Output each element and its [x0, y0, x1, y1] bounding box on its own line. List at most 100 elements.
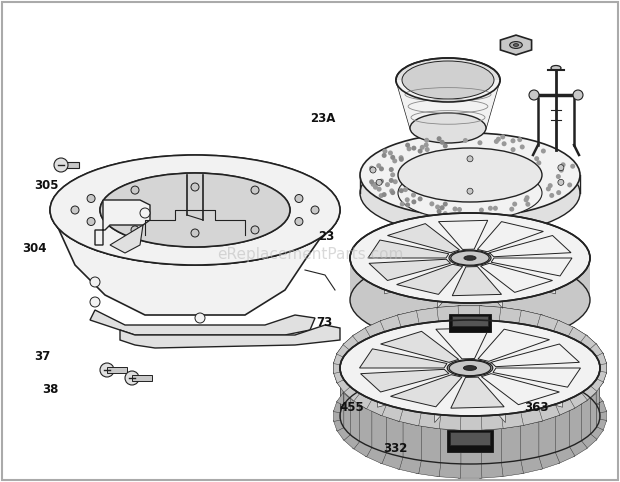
- Polygon shape: [537, 315, 560, 332]
- Circle shape: [418, 196, 423, 201]
- Polygon shape: [519, 409, 542, 426]
- Polygon shape: [479, 220, 503, 260]
- Polygon shape: [452, 267, 502, 295]
- Circle shape: [405, 202, 410, 207]
- Polygon shape: [369, 259, 451, 281]
- Polygon shape: [499, 307, 523, 372]
- Polygon shape: [353, 327, 372, 343]
- Circle shape: [558, 165, 564, 171]
- Polygon shape: [568, 327, 587, 343]
- Polygon shape: [437, 268, 461, 308]
- Circle shape: [90, 277, 100, 287]
- Polygon shape: [491, 344, 580, 367]
- Polygon shape: [397, 264, 463, 295]
- Polygon shape: [384, 235, 446, 264]
- Polygon shape: [435, 379, 460, 423]
- Circle shape: [370, 167, 374, 172]
- Ellipse shape: [447, 360, 493, 376]
- Circle shape: [435, 204, 440, 210]
- Polygon shape: [519, 310, 542, 327]
- Polygon shape: [353, 393, 372, 457]
- Circle shape: [191, 183, 199, 191]
- Circle shape: [407, 147, 412, 151]
- Polygon shape: [356, 370, 444, 393]
- Polygon shape: [365, 320, 386, 337]
- Polygon shape: [480, 328, 505, 371]
- Circle shape: [525, 195, 529, 200]
- Circle shape: [87, 195, 95, 202]
- Polygon shape: [502, 368, 585, 382]
- Circle shape: [295, 217, 303, 226]
- Polygon shape: [580, 335, 597, 398]
- Text: eReplacementParts.com: eReplacementParts.com: [217, 247, 403, 263]
- Circle shape: [479, 208, 484, 213]
- Ellipse shape: [450, 361, 491, 375]
- Ellipse shape: [402, 61, 494, 99]
- Polygon shape: [489, 236, 571, 257]
- Circle shape: [393, 179, 398, 184]
- Text: 332: 332: [383, 442, 407, 455]
- Polygon shape: [554, 320, 575, 337]
- Polygon shape: [334, 362, 340, 374]
- Polygon shape: [590, 379, 603, 441]
- Polygon shape: [417, 307, 441, 324]
- Circle shape: [558, 179, 564, 186]
- Polygon shape: [380, 315, 403, 380]
- Polygon shape: [554, 399, 575, 464]
- Polygon shape: [365, 399, 386, 416]
- Circle shape: [131, 186, 139, 194]
- Polygon shape: [494, 235, 556, 264]
- Circle shape: [443, 144, 448, 148]
- Circle shape: [573, 90, 583, 100]
- Circle shape: [524, 198, 529, 202]
- Ellipse shape: [463, 255, 477, 261]
- Circle shape: [373, 182, 378, 187]
- Circle shape: [311, 206, 319, 214]
- Circle shape: [509, 207, 514, 212]
- Polygon shape: [436, 328, 489, 359]
- Circle shape: [488, 206, 493, 211]
- Circle shape: [379, 166, 384, 172]
- Circle shape: [390, 172, 395, 177]
- Polygon shape: [356, 348, 441, 368]
- Polygon shape: [537, 404, 560, 421]
- Circle shape: [556, 174, 561, 179]
- Circle shape: [379, 193, 384, 198]
- Text: 305: 305: [34, 179, 59, 192]
- Circle shape: [399, 155, 404, 160]
- Circle shape: [440, 140, 445, 145]
- Circle shape: [546, 187, 551, 191]
- Circle shape: [140, 208, 150, 218]
- Polygon shape: [384, 265, 446, 294]
- Circle shape: [191, 229, 199, 237]
- Polygon shape: [479, 268, 503, 308]
- Circle shape: [570, 164, 575, 169]
- Circle shape: [517, 137, 522, 142]
- Polygon shape: [353, 393, 372, 409]
- Text: 304: 304: [22, 242, 46, 254]
- Polygon shape: [447, 430, 493, 452]
- Text: 73: 73: [316, 317, 332, 329]
- Polygon shape: [437, 415, 461, 430]
- Polygon shape: [451, 268, 503, 297]
- Polygon shape: [519, 310, 542, 375]
- Polygon shape: [356, 368, 438, 382]
- Polygon shape: [481, 374, 559, 405]
- Circle shape: [453, 206, 458, 212]
- Ellipse shape: [462, 365, 478, 371]
- Polygon shape: [458, 306, 482, 368]
- Polygon shape: [350, 258, 590, 345]
- Circle shape: [541, 148, 546, 153]
- Circle shape: [251, 186, 259, 194]
- Polygon shape: [334, 353, 344, 413]
- Circle shape: [379, 179, 384, 184]
- Circle shape: [100, 363, 114, 377]
- Circle shape: [376, 179, 382, 186]
- Circle shape: [370, 167, 376, 173]
- Circle shape: [502, 141, 507, 146]
- Circle shape: [71, 206, 79, 214]
- Polygon shape: [435, 326, 490, 357]
- Polygon shape: [449, 313, 491, 333]
- Polygon shape: [452, 316, 488, 326]
- Polygon shape: [458, 416, 482, 478]
